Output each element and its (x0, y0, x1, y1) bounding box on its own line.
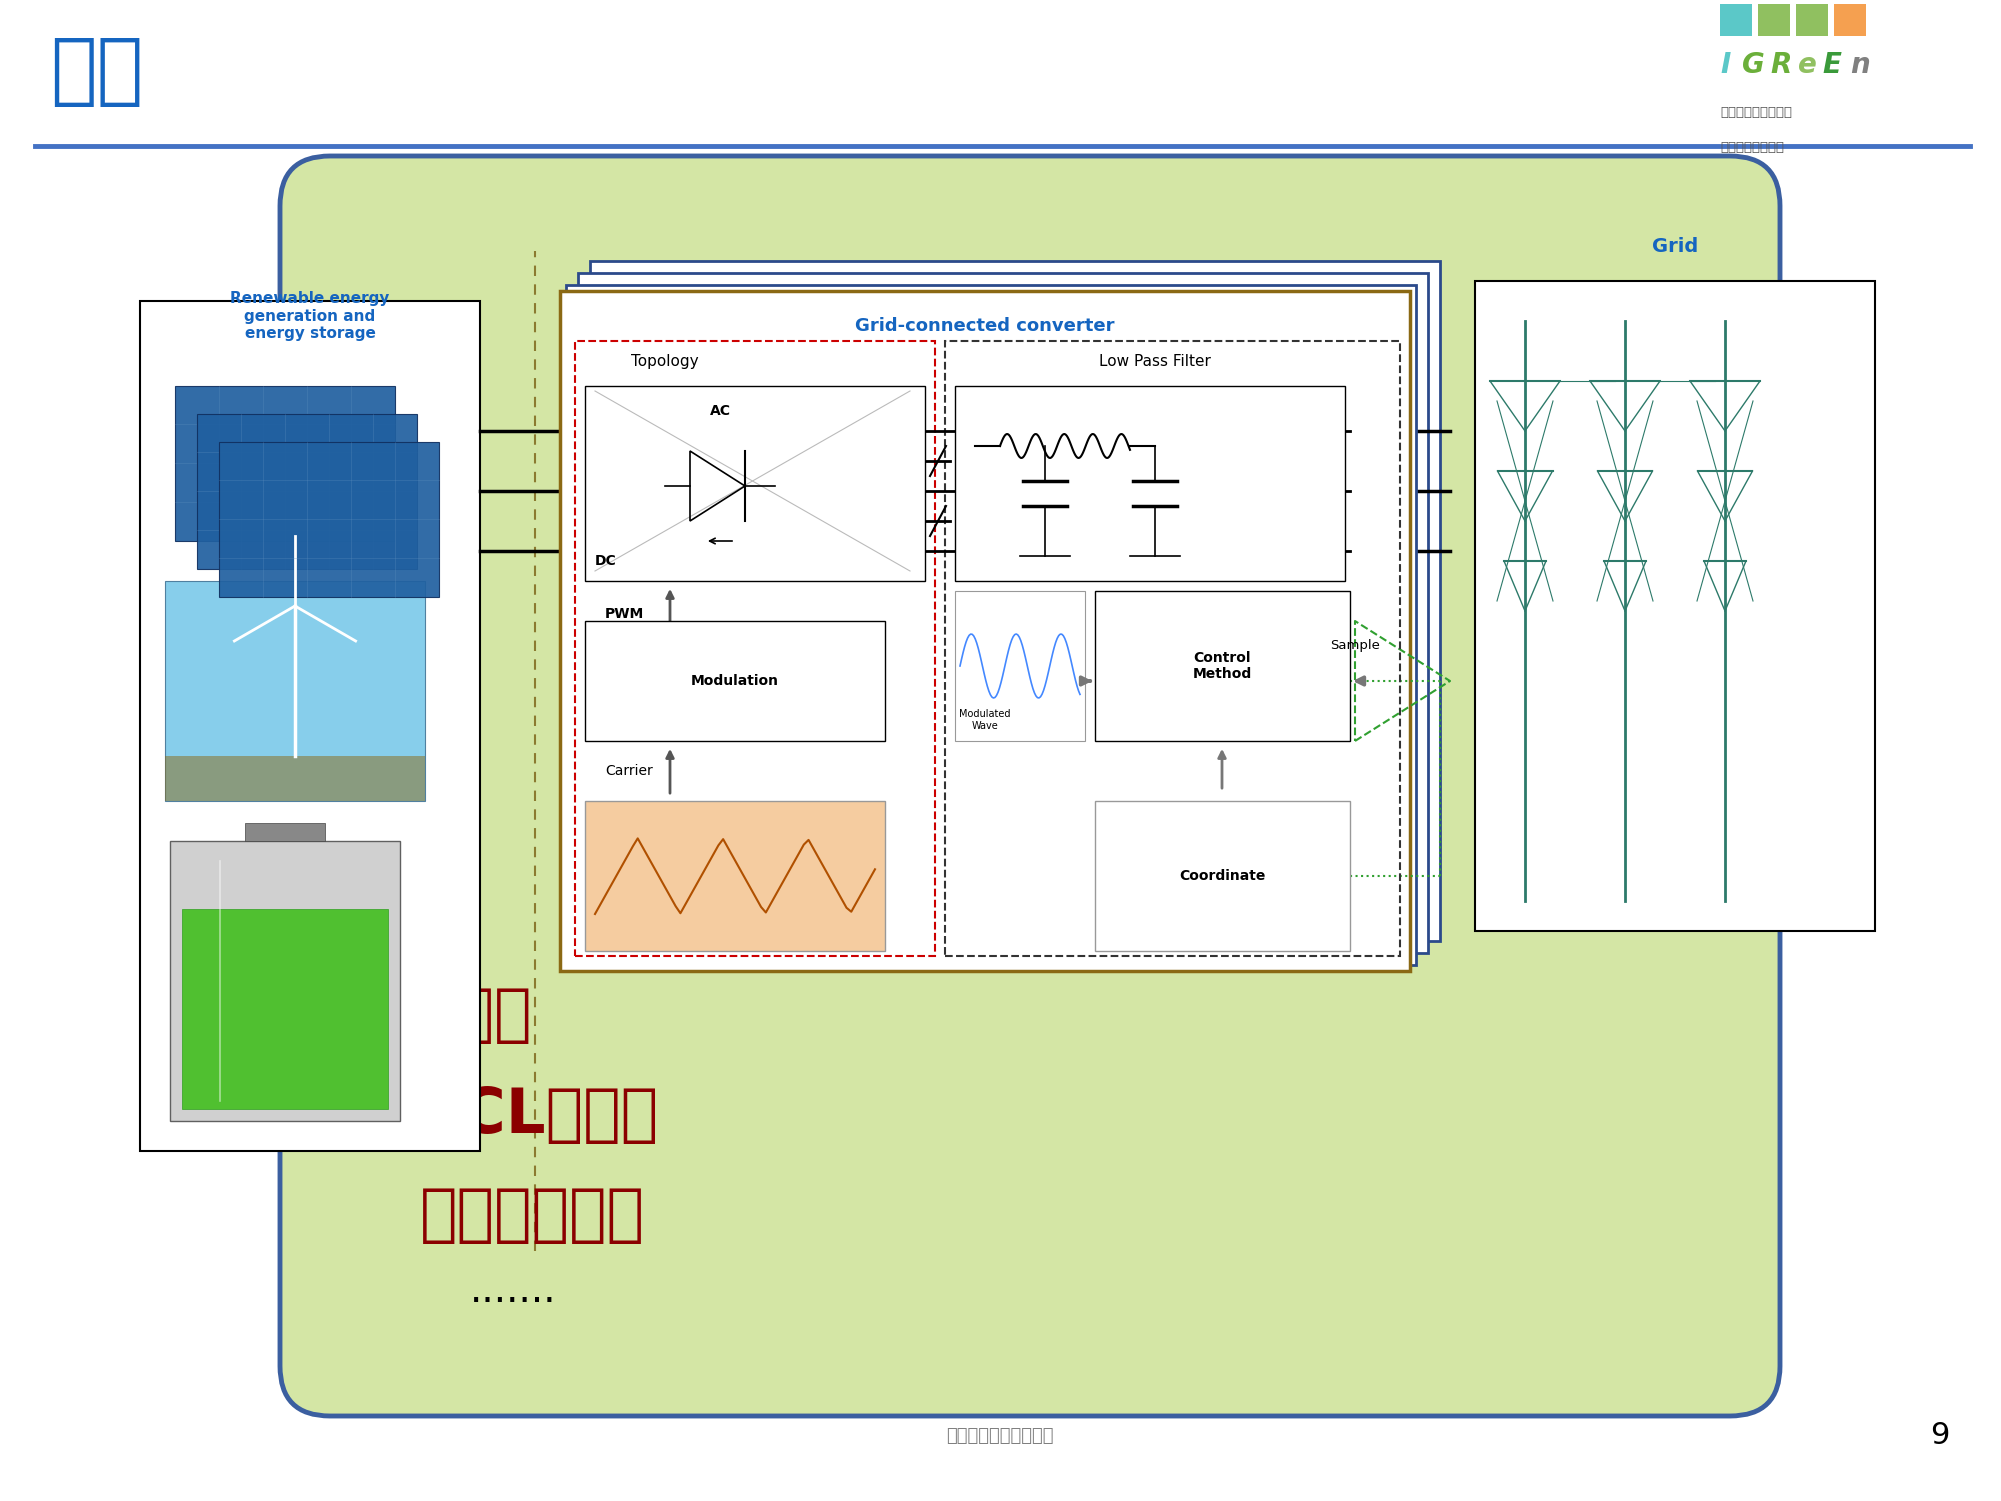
Bar (1721, 5, 1753, 36)
Bar (590, 261, 1441, 941)
Text: 与智能电网研究所: 与智能电网研究所 (1721, 141, 1785, 155)
Text: Grid-connected converter: Grid-connected converter (854, 317, 1115, 335)
Text: Low Pass Filter: Low Pass Filter (1099, 354, 1211, 369)
Text: Renewable energy
generation and
energy storage: Renewable energy generation and energy s… (230, 291, 390, 341)
Bar (1797, 5, 1829, 36)
Text: PWM: PWM (604, 606, 644, 621)
Text: Grid: Grid (1653, 237, 1699, 255)
Text: Topology: Topology (630, 354, 698, 369)
Bar (1835, 5, 1867, 36)
Bar (218, 441, 438, 597)
Bar (578, 273, 1429, 953)
Bar (164, 581, 424, 802)
Bar (244, 823, 324, 841)
Text: 背景: 背景 (50, 33, 144, 110)
Bar (196, 414, 416, 569)
Bar (1759, 5, 1791, 36)
Bar (170, 841, 400, 1121)
Bar (584, 386, 924, 581)
FancyBboxPatch shape (280, 156, 1781, 1415)
Bar (1475, 281, 1875, 931)
Text: 《电工技术学报》发布: 《电工技术学报》发布 (946, 1427, 1055, 1445)
Bar (560, 291, 1411, 971)
Text: LCL滤波器: LCL滤波器 (420, 1087, 658, 1145)
Bar (174, 386, 394, 540)
Text: Modulated
Wave: Modulated Wave (958, 710, 1011, 731)
Text: G: G (1743, 51, 1765, 80)
Bar (584, 802, 884, 952)
Text: n: n (1851, 51, 1869, 80)
Bar (1095, 802, 1351, 952)
Bar (566, 285, 1417, 965)
Text: e: e (1799, 51, 1817, 80)
Text: DC: DC (594, 554, 616, 567)
Bar (140, 302, 480, 1151)
Text: E: E (1823, 51, 1841, 80)
Text: Coordinate: Coordinate (1179, 869, 1265, 883)
Text: R: R (1771, 51, 1791, 80)
Bar (954, 591, 1085, 741)
Text: 宽禁带半导体: 宽禁带半导体 (420, 1186, 644, 1246)
Bar (182, 910, 388, 1109)
Bar (584, 621, 884, 741)
Bar (1095, 591, 1351, 741)
Bar (164, 757, 424, 802)
Text: 9: 9 (1931, 1421, 1949, 1450)
Text: I: I (1721, 51, 1731, 80)
Text: Control
Method: Control Method (1193, 651, 1251, 681)
Text: 山东大学可再生能源: 山东大学可再生能源 (1721, 107, 1793, 119)
Text: .......: ....... (470, 1271, 556, 1310)
Text: Carrier: Carrier (604, 764, 652, 778)
Text: 多电平: 多电平 (420, 986, 532, 1046)
Text: Sample: Sample (1331, 639, 1381, 653)
Bar (954, 386, 1345, 581)
Text: AC: AC (710, 404, 730, 417)
Text: Modulation: Modulation (690, 674, 778, 687)
